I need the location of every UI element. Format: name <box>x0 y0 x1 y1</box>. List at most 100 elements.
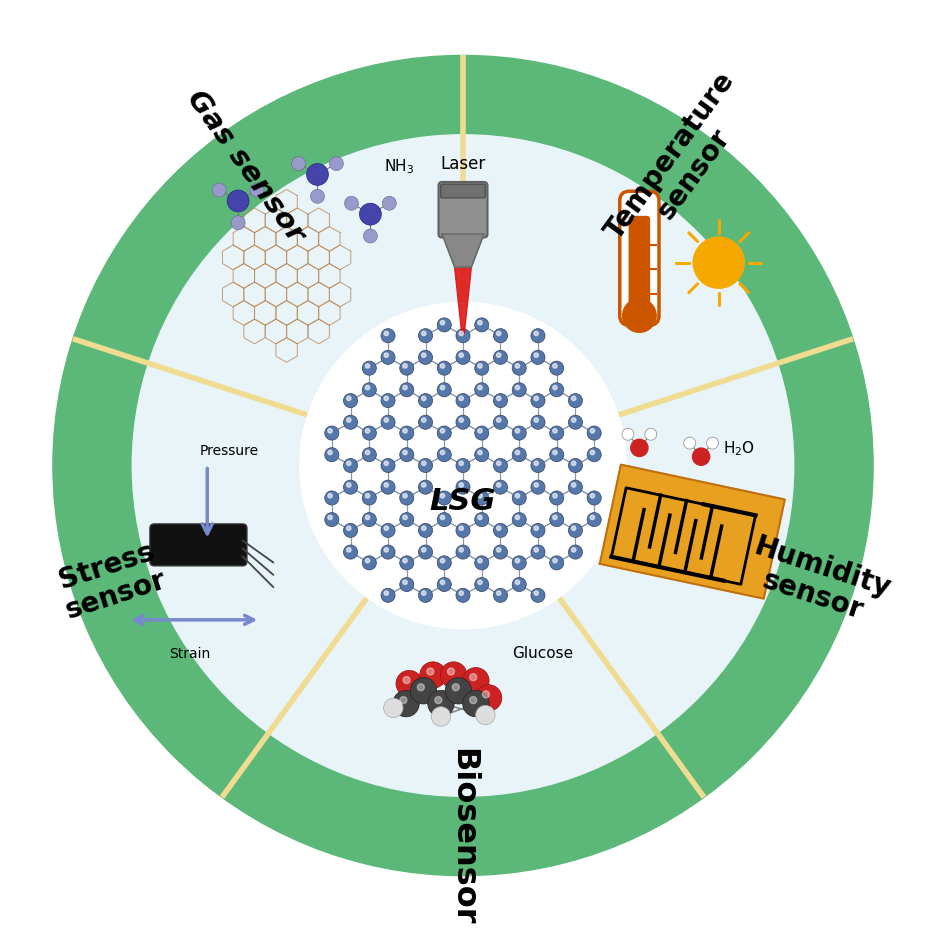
Circle shape <box>459 396 463 401</box>
Polygon shape <box>442 235 484 268</box>
Circle shape <box>478 581 482 585</box>
Text: Glucose: Glucose <box>512 645 573 660</box>
Circle shape <box>475 448 489 463</box>
Circle shape <box>403 677 410 683</box>
Circle shape <box>456 524 470 538</box>
Circle shape <box>403 581 407 585</box>
Circle shape <box>403 515 407 520</box>
Polygon shape <box>600 465 785 599</box>
Circle shape <box>590 494 594 498</box>
Circle shape <box>569 459 582 473</box>
Circle shape <box>478 451 482 455</box>
Circle shape <box>590 451 594 455</box>
Circle shape <box>419 415 432 430</box>
Circle shape <box>531 395 545 408</box>
Circle shape <box>494 329 507 344</box>
Circle shape <box>456 589 470 602</box>
Circle shape <box>569 395 582 408</box>
Circle shape <box>428 691 454 717</box>
Text: Temperature
sensor: Temperature sensor <box>600 67 764 262</box>
Circle shape <box>459 354 463 358</box>
Circle shape <box>381 480 395 495</box>
Circle shape <box>419 329 432 344</box>
Circle shape <box>381 351 395 365</box>
Circle shape <box>346 548 351 552</box>
Circle shape <box>515 430 519 433</box>
Circle shape <box>587 448 601 463</box>
Circle shape <box>384 462 389 466</box>
Text: Gas sensor: Gas sensor <box>181 86 309 248</box>
Circle shape <box>325 492 339 505</box>
Circle shape <box>534 527 538 531</box>
Circle shape <box>550 383 564 397</box>
Circle shape <box>534 418 538 423</box>
Circle shape <box>456 351 470 365</box>
Circle shape <box>531 459 545 473</box>
Circle shape <box>478 559 482 564</box>
Circle shape <box>384 418 389 423</box>
Circle shape <box>419 546 432 560</box>
Circle shape <box>553 430 557 433</box>
Circle shape <box>571 483 576 488</box>
Circle shape <box>381 589 395 602</box>
Circle shape <box>381 546 395 560</box>
Circle shape <box>571 527 576 531</box>
Circle shape <box>550 448 564 463</box>
Circle shape <box>435 697 442 704</box>
Text: Laser: Laser <box>441 155 485 173</box>
Circle shape <box>400 362 414 376</box>
Circle shape <box>437 383 451 397</box>
Circle shape <box>515 494 519 498</box>
Circle shape <box>534 396 538 401</box>
Circle shape <box>550 362 564 376</box>
Text: Pressure: Pressure <box>200 444 259 457</box>
Circle shape <box>400 448 414 463</box>
Text: LSG: LSG <box>430 487 496 515</box>
Circle shape <box>440 386 444 391</box>
Circle shape <box>531 524 545 538</box>
Circle shape <box>381 395 395 408</box>
Circle shape <box>440 494 444 498</box>
Circle shape <box>419 662 446 688</box>
Circle shape <box>478 321 482 326</box>
Circle shape <box>366 494 369 498</box>
Circle shape <box>456 480 470 495</box>
Circle shape <box>328 451 332 455</box>
Circle shape <box>459 483 463 488</box>
Circle shape <box>469 674 477 681</box>
Circle shape <box>571 548 576 552</box>
Circle shape <box>421 354 426 358</box>
Circle shape <box>381 459 395 473</box>
Circle shape <box>456 329 470 344</box>
Circle shape <box>496 354 501 358</box>
Circle shape <box>531 329 545 344</box>
Circle shape <box>432 707 451 727</box>
Circle shape <box>330 158 344 172</box>
Circle shape <box>325 448 339 463</box>
Circle shape <box>403 364 407 369</box>
Circle shape <box>478 386 482 391</box>
Circle shape <box>346 462 351 466</box>
Circle shape <box>515 451 519 455</box>
Circle shape <box>534 354 538 358</box>
Circle shape <box>478 515 482 520</box>
Circle shape <box>400 383 414 397</box>
Circle shape <box>440 451 444 455</box>
Circle shape <box>344 459 357 473</box>
Circle shape <box>707 438 719 449</box>
Circle shape <box>456 395 470 408</box>
Circle shape <box>494 415 507 430</box>
Circle shape <box>384 396 389 401</box>
Circle shape <box>571 418 576 423</box>
Circle shape <box>475 556 489 570</box>
Circle shape <box>644 429 657 441</box>
Circle shape <box>419 589 432 602</box>
Circle shape <box>421 591 426 596</box>
Circle shape <box>569 546 582 560</box>
Circle shape <box>459 591 463 596</box>
Circle shape <box>475 513 489 527</box>
Circle shape <box>452 684 459 691</box>
Circle shape <box>496 332 501 336</box>
Circle shape <box>512 362 526 376</box>
Circle shape <box>381 524 395 538</box>
